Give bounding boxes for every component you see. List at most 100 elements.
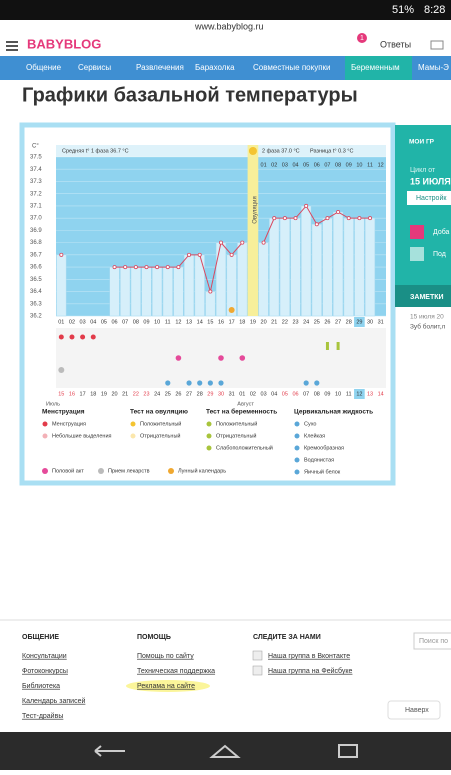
- temp-bar: [237, 242, 248, 317]
- logo: BABYBLOG: [27, 36, 101, 51]
- footer-link[interactable]: Наша группа на Фейсбуке: [268, 667, 353, 675]
- legend-item: Отрицательный: [140, 432, 181, 439]
- sub-icon[interactable]: [410, 247, 424, 261]
- temp-bar: [322, 217, 333, 317]
- footer-link[interactable]: Реклама на сайте: [137, 682, 195, 690]
- phase2-day: 10: [356, 162, 362, 168]
- nav-item[interactable]: Общение: [26, 63, 62, 72]
- add-icon[interactable]: [410, 225, 424, 239]
- footer-title: ПОМОЩЬ: [137, 634, 171, 641]
- add-link[interactable]: Доба: [433, 228, 450, 236]
- day-label: 03: [80, 319, 86, 325]
- legend-symbol: [168, 468, 174, 474]
- legend-symbol: [130, 421, 136, 427]
- temp-bar: [109, 266, 120, 317]
- sub-link[interactable]: Под: [433, 251, 446, 258]
- top-button[interactable]: [387, 700, 441, 720]
- date-label: 20: [111, 391, 117, 397]
- footer-link[interactable]: Помощь по сайту: [137, 652, 194, 660]
- search-placeholder: Поиск по: [419, 638, 448, 645]
- nav-item[interactable]: Мамы-Э: [418, 63, 449, 72]
- date-label: 15: [58, 391, 64, 397]
- y-unit: C°: [32, 144, 39, 150]
- day-label: 04: [90, 319, 96, 325]
- date-label: 18: [90, 391, 96, 397]
- phase2-day: 09: [346, 162, 352, 168]
- temp-dot: [187, 252, 192, 257]
- moon: [228, 307, 235, 313]
- day-label: 29: [356, 319, 362, 325]
- temp-bar: [183, 254, 195, 317]
- nav-item[interactable]: Развлечения: [136, 63, 184, 72]
- menstruation-drop: [69, 334, 75, 340]
- footer-link[interactable]: Наша группа в Вконтакте: [268, 653, 350, 660]
- y-tick-label: 36.2: [30, 314, 42, 320]
- home-button[interactable]: [209, 744, 241, 758]
- temp-bar: [269, 217, 280, 317]
- temp-bar: [364, 217, 376, 317]
- top-button-text[interactable]: Наверх: [405, 707, 429, 714]
- back-button[interactable]: [94, 745, 125, 757]
- legend-item: Менструация: [52, 421, 86, 427]
- y-tick-label: 36.6: [30, 265, 42, 271]
- legend-item: Положительный: [140, 420, 181, 427]
- date-label: 07: [303, 391, 309, 397]
- temp-dot: [240, 240, 245, 245]
- footer-link[interactable]: Календарь записей: [22, 697, 85, 705]
- phase2-day: 08: [335, 162, 341, 168]
- legend-symbol: [98, 468, 104, 474]
- nav-item[interactable]: Беременным: [351, 63, 400, 72]
- phase2: 2 фаза 37.0 °C: [262, 148, 300, 154]
- mail-icon[interactable]: [430, 40, 444, 50]
- phase2-day: 02: [271, 162, 277, 168]
- nav-item[interactable]: Барахолка: [195, 63, 235, 72]
- nav-tab-bg: [412, 56, 451, 80]
- settings-btn[interactable]: [407, 191, 451, 205]
- y-tick-label: 37.4: [30, 167, 42, 173]
- footer-link[interactable]: Тест-драйвы: [22, 712, 63, 720]
- month-label: Июль: [46, 401, 60, 407]
- day-label: 27: [335, 319, 341, 325]
- day-label: 10: [154, 319, 160, 325]
- legend-symbol: [42, 421, 48, 427]
- nav-item[interactable]: Совместные покупки: [253, 63, 331, 72]
- temp-dot: [304, 203, 309, 208]
- notes-header: [395, 285, 451, 307]
- y-tick-label: 36.3: [30, 301, 42, 307]
- phase2-day: 05: [303, 162, 309, 168]
- legend-item: Яичный белок: [304, 468, 341, 475]
- date-label: 22: [133, 391, 139, 397]
- menu-icon[interactable]: [6, 41, 18, 51]
- date-highlight: [354, 389, 365, 399]
- day-label: 14: [197, 319, 203, 325]
- nav-item[interactable]: Сервисы: [78, 63, 111, 72]
- footer-link[interactable]: Фотоконкурсы: [22, 668, 68, 675]
- day-highlight: [354, 317, 365, 327]
- date-label: 04: [271, 391, 277, 397]
- temp-dot: [176, 265, 181, 270]
- date-label: 14: [378, 391, 384, 397]
- day-label: 07: [122, 319, 128, 325]
- footer-link[interactable]: Библиотека: [22, 682, 60, 690]
- sidebar: [395, 125, 451, 305]
- date-label: 29: [207, 391, 213, 397]
- legend-item: Лунный календарь: [178, 467, 226, 474]
- legend-symbol: [130, 433, 136, 439]
- recent-button[interactable]: [338, 744, 358, 758]
- temp-dot: [293, 216, 298, 221]
- answers-link[interactable]: Ответы: [380, 39, 411, 49]
- day-label: 11: [165, 319, 171, 325]
- day-label: 15: [207, 319, 213, 325]
- footer-link[interactable]: Техническая поддержка: [137, 668, 215, 675]
- temp-dot: [325, 216, 330, 221]
- fluid-drop: [314, 380, 320, 386]
- fluid-drop: [207, 380, 213, 386]
- date-label: 26: [175, 391, 181, 397]
- day-label: 12: [175, 319, 181, 325]
- search-box[interactable]: [413, 632, 451, 650]
- legend-title: Менструация: [42, 409, 85, 416]
- settings-btn-text[interactable]: Настройк: [416, 194, 447, 202]
- date-label: 30: [218, 391, 224, 397]
- footer-link[interactable]: Консультации: [22, 653, 67, 660]
